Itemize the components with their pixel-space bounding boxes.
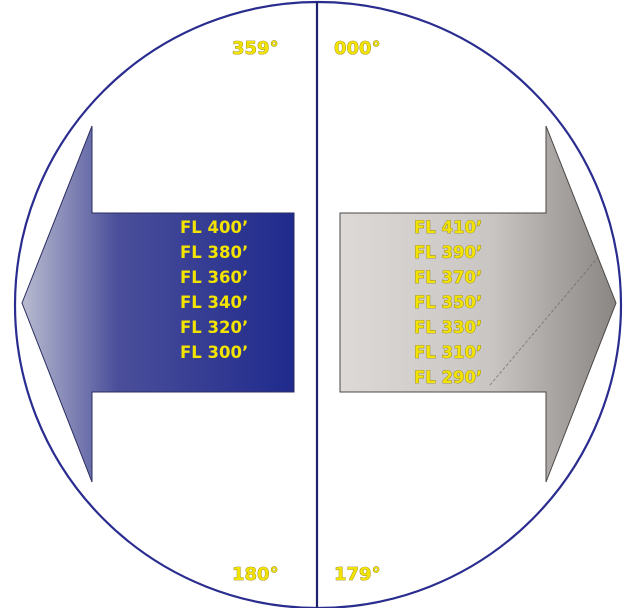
eastbound-arrow-streak <box>489 254 601 386</box>
eastbound-arrow <box>339 125 617 483</box>
west-level: FL 300’ <box>180 343 248 362</box>
east-level: FL 390’ <box>414 243 482 262</box>
eastbound-levels: FL 410’ FL 390’ FL 370’ FL 350’ FL 330’ … <box>414 218 483 388</box>
heading-label-180: 180° <box>232 564 279 585</box>
heading-label-000: 000° <box>334 38 381 59</box>
west-level: FL 380’ <box>180 243 248 262</box>
heading-label-359: 359° <box>232 38 279 59</box>
east-level: FL 370’ <box>414 268 482 287</box>
westbound-arrow <box>21 125 295 483</box>
east-level: FL 410’ <box>414 218 482 237</box>
east-level: FL 310’ <box>414 343 482 362</box>
west-level: FL 360’ <box>180 268 248 287</box>
west-level: FL 320’ <box>180 318 248 337</box>
east-level: FL 350’ <box>414 293 482 312</box>
westbound-levels: FL 400’ FL 380’ FL 360’ FL 340’ FL 320’ … <box>180 218 248 362</box>
heading-label-179: 179° <box>334 564 381 585</box>
west-level: FL 340’ <box>180 293 248 312</box>
east-level: FL 290’ <box>414 368 482 387</box>
west-level: FL 400’ <box>180 218 248 237</box>
east-level: FL 330’ <box>414 318 482 337</box>
